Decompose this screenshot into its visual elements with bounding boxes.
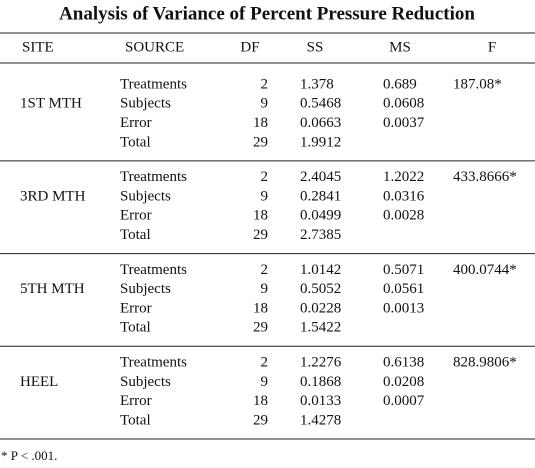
ss: 1.4278 [300,412,341,428]
column-header: SS [307,39,324,55]
df: 29 [253,134,268,150]
source: Total [120,320,151,336]
ms: 0.0608 [383,96,424,112]
column-header: F [488,39,496,55]
site-label: 1ST MTH [20,96,82,112]
ss: 1.378 [300,76,334,92]
ms: 0.689 [383,76,417,92]
ss: 0.5052 [300,281,341,297]
ss: 0.0133 [300,393,341,409]
source: Error [120,300,152,316]
ss: 1.0142 [300,262,341,278]
ss: 2.7385 [300,227,341,243]
ms: 0.0561 [383,281,424,297]
ms: 0.6138 [383,355,424,371]
ss: 0.0663 [300,115,341,131]
ss: 0.0499 [300,208,341,224]
df: 2 [261,169,269,185]
source: Error [120,208,152,224]
df: 9 [261,374,269,390]
f-value: 400.0744* [453,262,517,278]
ss: 1.9912 [300,134,341,150]
source: Subjects [120,188,171,204]
source: Error [120,115,152,131]
source: Treatments [120,355,187,371]
source: Subjects [120,96,171,112]
source: Treatments [120,169,187,185]
source: Treatments [120,262,187,278]
ss: 0.2841 [300,188,341,204]
ms: 0.0013 [383,300,424,316]
column-header: DF [240,39,259,55]
df: 2 [261,76,269,92]
f-value: 187.08* [453,76,502,92]
site-label: 3RD MTH [20,188,86,204]
site-label: HEEL [20,374,58,390]
ms: 0.0316 [383,188,425,204]
source: Total [120,134,151,150]
df: 29 [253,320,268,336]
f-value: 433.8666* [453,169,517,185]
df: 2 [261,355,269,371]
ms: 0.0037 [383,115,425,131]
source: Total [120,227,151,243]
df: 2 [261,262,269,278]
df: 9 [261,188,269,204]
site-label: 5TH MTH [20,281,85,297]
df: 18 [253,208,268,224]
source: Subjects [120,281,171,297]
df: 9 [261,281,269,297]
ss: 1.5422 [300,320,341,336]
df: 29 [253,227,268,243]
df: 18 [253,115,268,131]
source: Subjects [120,374,171,390]
column-header: SOURCE [125,39,184,55]
ss: 0.0228 [300,300,341,316]
f-value: 828.9806* [453,355,517,371]
ms: 0.0208 [383,374,424,390]
column-header: MS [389,39,411,55]
column-header: SITE [22,39,54,55]
df: 29 [253,412,268,428]
table-title: Analysis of Variance of Percent Pressure… [59,3,475,24]
ms: 0.0028 [383,208,424,224]
ms: 1.2022 [383,169,424,185]
source: Treatments [120,76,187,92]
ss: 0.1868 [300,374,341,390]
source: Error [120,393,152,409]
ms: 0.0007 [383,393,425,409]
ss: 1.2276 [300,355,342,371]
footnote: * P < .001. [1,448,57,463]
ms: 0.5071 [383,262,424,278]
source: Total [120,412,151,428]
df: 9 [261,96,269,112]
ss: 0.5468 [300,96,341,112]
df: 18 [253,300,268,316]
ss: 2.4045 [300,169,341,185]
df: 18 [253,393,268,409]
